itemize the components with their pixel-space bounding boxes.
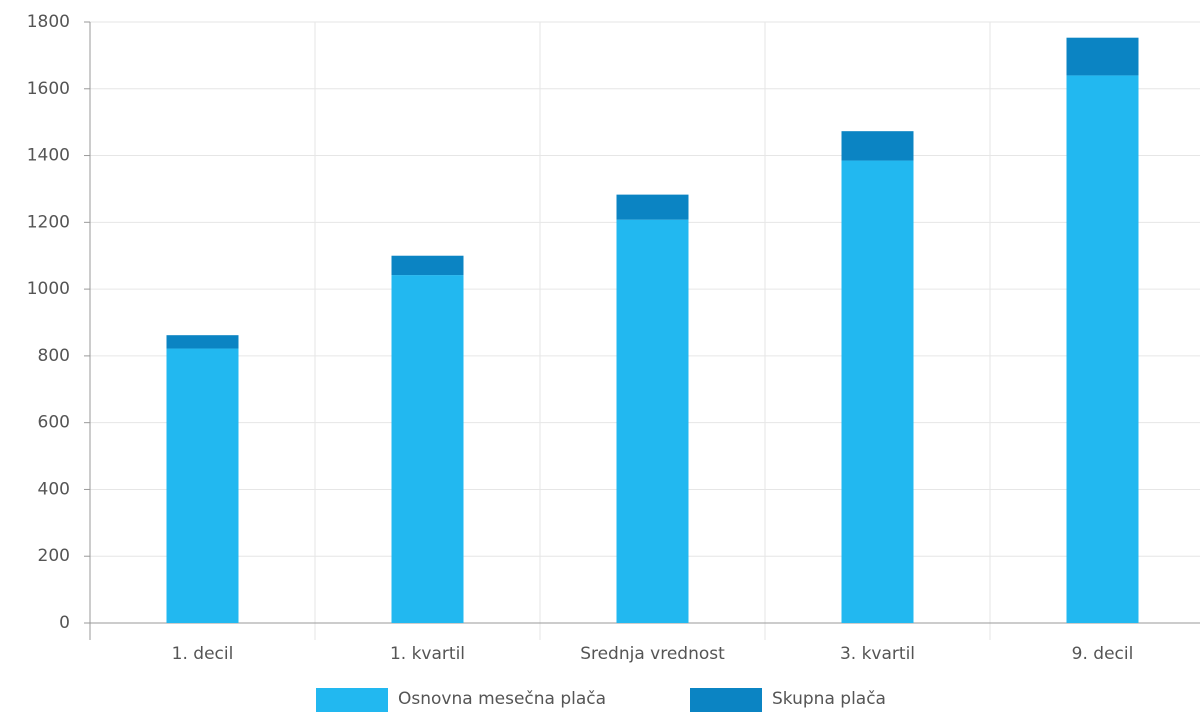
y-tick-label: 1800 (27, 12, 70, 32)
y-tick-label: 0 (59, 613, 70, 633)
y-tick-label: 400 (38, 479, 70, 499)
legend-swatch (690, 688, 762, 712)
bar-segment (1066, 75, 1139, 623)
y-tick-label: 200 (38, 546, 70, 566)
bar-segment (391, 275, 464, 623)
legend-swatch (316, 688, 388, 712)
legend-label: Skupna plača (772, 689, 886, 709)
x-tick-label: 1. decil (172, 644, 234, 664)
bar-segment (841, 131, 914, 161)
bar-segment (391, 255, 464, 276)
x-tick-label: 9. decil (1072, 644, 1134, 664)
y-tick-label: 600 (38, 413, 70, 433)
x-tick-label: 1. kvartil (390, 644, 465, 664)
y-tick-label: 1200 (27, 212, 70, 232)
x-tick-label: Srednja vrednost (580, 644, 725, 664)
bar-segment (616, 219, 689, 623)
bar-segment (1066, 37, 1139, 76)
bar-segment (841, 160, 914, 623)
bar-segment (166, 348, 239, 623)
y-tick-label: 1600 (27, 79, 70, 99)
y-tick-label: 1000 (27, 279, 70, 299)
bar-segment (166, 335, 239, 349)
y-tick-label: 1400 (27, 146, 70, 166)
y-tick-label: 800 (38, 346, 70, 366)
legend-label: Osnovna mesečna plača (398, 689, 606, 709)
bar-segment (616, 194, 689, 220)
x-tick-label: 3. kvartil (840, 644, 915, 664)
